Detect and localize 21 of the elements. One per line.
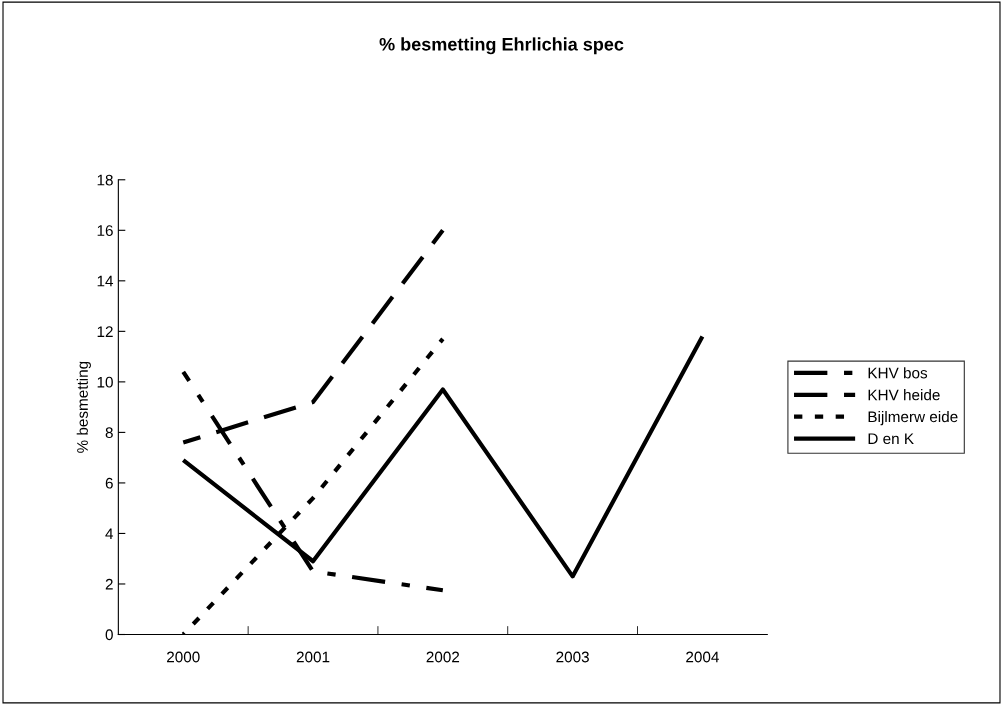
y-axis-title: % besmetting [76,361,91,453]
y-tick-label: 2 [105,578,113,590]
legend-label: KHV bos [868,367,928,379]
x-tick-label: 2002 [426,651,460,663]
x-tick-label: 2001 [296,651,330,663]
y-tick-label: 16 [97,225,113,236]
x-tick-label: 2003 [556,651,589,663]
y-tick-label: 10 [97,376,113,388]
y-tick-label: 12 [97,326,113,337]
y-tick-label: 18 [97,174,113,186]
legend-label: D en K [868,433,914,445]
legend-label: Bijlmerw eide [868,410,958,426]
y-tick-label: 6 [105,477,113,489]
y-tick-label: 0 [105,629,113,641]
legend-label: KHV heide [868,389,940,401]
x-tick-label: 2004 [686,651,719,663]
chart-title: % besmetting Ehrlichia spec [379,37,624,55]
y-tick-label: 8 [105,427,113,439]
y-tick-label: 4 [105,528,114,539]
x-tick-label: 2000 [167,651,200,663]
y-tick-label: 14 [97,275,114,287]
